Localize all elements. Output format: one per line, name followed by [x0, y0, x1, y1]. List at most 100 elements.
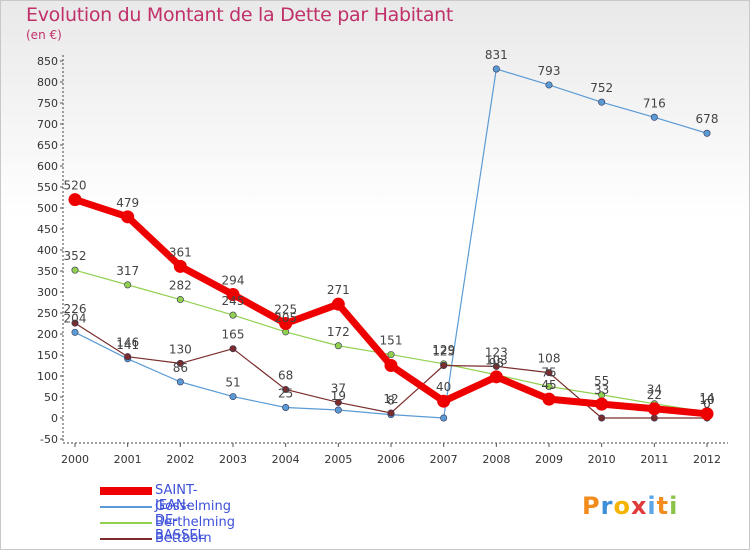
data-label: 130: [169, 342, 192, 356]
data-label: 37: [331, 381, 346, 395]
data-point: [440, 414, 448, 422]
data-point: [331, 297, 345, 311]
data-point: [229, 345, 237, 353]
data-point: [598, 98, 606, 106]
series-line: [73, 196, 708, 418]
data-label: 86: [173, 361, 188, 375]
data-label: 165: [222, 328, 245, 342]
data-point: [334, 342, 342, 350]
data-label: 45: [541, 378, 556, 392]
data-label: 123: [485, 345, 508, 359]
data-label: 520: [64, 179, 87, 193]
y-tick-label: 700: [37, 118, 58, 131]
x-tick-label: 2004: [272, 453, 300, 466]
data-label: 10: [699, 393, 714, 407]
data-label: 361: [169, 245, 192, 259]
data-label: 205: [274, 311, 297, 325]
data-label: 146: [116, 336, 139, 350]
data-label: 0: [703, 397, 711, 411]
legend-swatch: [100, 538, 152, 540]
data-point: [279, 317, 293, 330]
data-label: 51: [225, 376, 240, 390]
data-label: 752: [590, 81, 613, 95]
data-label: 75: [541, 366, 556, 380]
data-point: [437, 394, 451, 408]
data-point: [282, 403, 290, 411]
data-label: 55: [594, 374, 609, 388]
data-point: [545, 369, 553, 377]
data-point: [121, 210, 135, 224]
x-tick-label: 2012: [693, 453, 721, 466]
x-tick-label: 2010: [588, 453, 616, 466]
data-label: 98: [489, 356, 504, 370]
x-tick-label: 2003: [219, 453, 247, 466]
data-point: [492, 362, 500, 370]
data-label: 33: [594, 383, 609, 397]
data-point: [173, 259, 187, 273]
data-point: [176, 296, 184, 304]
data-point: [384, 359, 398, 372]
data-point: [229, 393, 237, 401]
x-tick-label: 2005: [324, 453, 352, 466]
data-point: [647, 402, 661, 416]
data-point: [334, 406, 342, 414]
data-point: [124, 353, 132, 361]
y-tick-label: 650: [37, 139, 58, 152]
y-tick-label: 450: [37, 223, 58, 236]
data-label: 678: [696, 112, 719, 126]
y-tick-label: 850: [37, 55, 58, 68]
data-label: 125: [432, 345, 455, 359]
data-point: [176, 378, 184, 386]
data-point: [124, 281, 132, 289]
y-tick-label: -50: [40, 433, 58, 446]
data-label: 68: [278, 368, 293, 382]
data-label: 352: [64, 249, 87, 263]
data-label: 108: [538, 352, 561, 366]
data-point: [700, 407, 714, 421]
y-tick-label: 350: [37, 265, 58, 278]
x-tick-label: 2000: [61, 453, 89, 466]
data-label: 226: [64, 302, 87, 316]
data-label: 317: [116, 264, 139, 278]
data-point: [387, 409, 395, 417]
data-point: [598, 414, 606, 422]
data-label: 22: [647, 388, 662, 402]
y-tick-label: 250: [37, 307, 58, 320]
data-label: 151: [380, 334, 403, 348]
data-label: 129: [432, 343, 455, 357]
data-label: 204: [64, 311, 87, 325]
legend-label: Bettborn: [155, 531, 212, 546]
data-point: [282, 385, 290, 393]
data-point: [71, 266, 79, 274]
data-point: [595, 397, 609, 411]
data-point: [650, 414, 658, 422]
data-label: 25: [278, 387, 293, 401]
y-tick-label: 800: [37, 76, 58, 89]
chart-title: Evolution du Montant de la Dette par Hab…: [26, 4, 454, 26]
data-label: 141: [116, 338, 139, 352]
data-label: 19: [331, 389, 346, 403]
y-tick-label: 100: [37, 370, 58, 383]
data-label: 12: [383, 392, 398, 406]
data-point: [440, 361, 448, 369]
y-tick-label: 0: [51, 412, 58, 425]
data-label: 831: [485, 48, 508, 62]
legend-swatch: [100, 506, 152, 508]
data-point: [226, 288, 240, 302]
data-label: 34: [647, 383, 662, 397]
data-point: [545, 81, 553, 89]
data-label: 793: [538, 64, 561, 78]
legend-swatch: [100, 487, 152, 495]
legend-swatch: [100, 522, 152, 524]
data-point: [703, 129, 711, 137]
data-point: [71, 328, 79, 336]
data-point: [545, 382, 553, 390]
legend-label: Gosselming: [155, 499, 231, 514]
x-tick-label: 2009: [535, 453, 563, 466]
x-tick-label: 2001: [114, 453, 142, 466]
data-label: 271: [327, 283, 350, 297]
y-tick-label: 150: [37, 349, 58, 362]
x-tick-label: 2008: [482, 453, 510, 466]
x-tick-label: 2006: [377, 453, 405, 466]
